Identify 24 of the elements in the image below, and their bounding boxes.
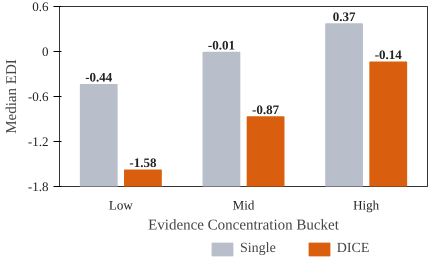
bar <box>202 52 240 186</box>
data-label: -0.14 <box>374 47 402 62</box>
x-axis-title: Evidence Concentration Bucket <box>148 218 340 234</box>
bar <box>80 84 118 186</box>
data-label: -0.44 <box>85 70 113 84</box>
data-label: -1.58 <box>129 155 157 170</box>
y-axis-title: Median EDI <box>4 59 20 134</box>
bar <box>246 116 284 186</box>
y-tick-label: -1.2 <box>28 134 49 149</box>
bar <box>369 62 408 186</box>
x-tick-label: High <box>353 198 380 212</box>
data-label: -0.01 <box>208 37 235 52</box>
data-label: -0.87 <box>252 102 280 117</box>
y-tick-label: -1.8 <box>28 179 49 194</box>
bar <box>124 170 162 186</box>
y-tick-label: 0 <box>42 44 48 59</box>
data-label: 0.37 <box>332 8 356 24</box>
y-tick-label: -0.6 <box>28 89 49 104</box>
legend-label: Single <box>240 241 276 257</box>
bar <box>325 23 363 186</box>
x-tick-label: Low <box>108 198 134 212</box>
legend-label: DICE <box>336 241 370 257</box>
y-tick-label: 0.6 <box>32 0 49 14</box>
x-tick-label: Mid <box>232 198 255 212</box>
